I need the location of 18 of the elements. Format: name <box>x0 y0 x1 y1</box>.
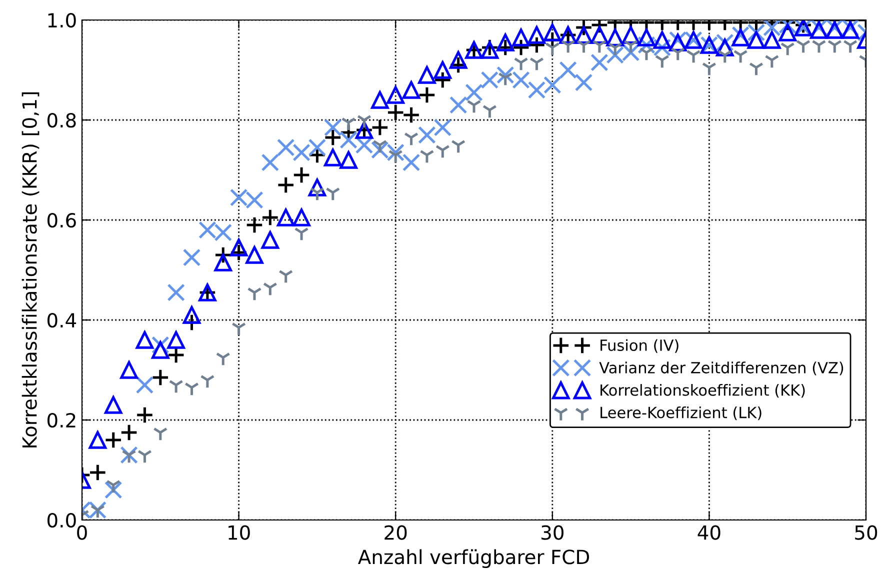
y-tick-label: 0.2 <box>48 412 76 428</box>
legend-label: Leere-Koeffizient (LK) <box>600 406 762 420</box>
x-tick-label: 40 <box>698 525 720 540</box>
y-axis-title: Korrektklassifikationsrate (KKR) [0,1] <box>22 92 40 448</box>
x-tick-label: 10 <box>228 525 250 540</box>
legend-label: Fusion (IV) <box>600 339 678 353</box>
x-tick-label: 0 <box>77 525 87 540</box>
y-tick-label: 0.8 <box>48 112 76 128</box>
legend-label: Varianz der Zeitdifferenzen (VZ) <box>599 362 844 376</box>
x-axis-title: Anzahl verfügbarer FCD <box>358 549 590 568</box>
x-tick-label: 30 <box>542 525 564 540</box>
y-tick-label: 1.0 <box>48 12 76 28</box>
y-tick-label: 0.4 <box>48 312 76 328</box>
y-tick-label: 0.0 <box>48 512 76 528</box>
x-tick-label: 20 <box>384 525 407 540</box>
x-tick-label: 50 <box>855 525 878 540</box>
legend-label: Korrelationskoeffizient (KK) <box>600 384 805 398</box>
y-tick-label: 0.6 <box>48 212 76 228</box>
